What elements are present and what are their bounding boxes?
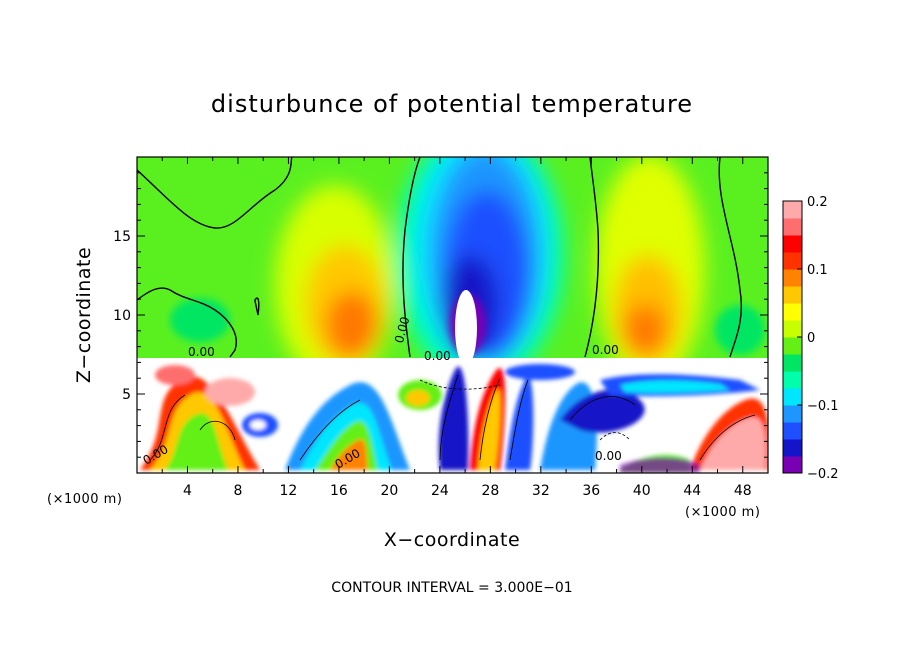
colorbar-tick-label: 0.2	[807, 195, 828, 210]
colorbar-swatch	[783, 303, 802, 321]
colorbar-swatch	[783, 218, 802, 236]
contour-label: 0.00	[188, 345, 215, 359]
x-tick-label: 20	[380, 483, 398, 499]
x-axis-ticks: 4 8 12 16 20 24 28 32 36 40 44 48	[161, 157, 752, 499]
x-tick-label: 4	[183, 483, 192, 499]
colorbar-swatch	[783, 388, 802, 406]
colorbar-swatch	[783, 354, 802, 372]
x-tick-label: 32	[532, 483, 550, 499]
x-tick-label: 24	[431, 483, 449, 499]
y-axis-label: Z−coordinate	[73, 247, 95, 383]
y-tick-label: 10	[113, 308, 131, 324]
colorbar-swatch	[783, 439, 802, 457]
x-tick-label: 8	[233, 483, 242, 499]
colorbar-swatch	[783, 320, 802, 338]
contour-label: 0.00	[392, 315, 412, 344]
colorbar-swatch	[783, 371, 802, 389]
x-unit-left: (×1000 m)	[47, 492, 122, 507]
x-axis-label: X−coordinate	[384, 529, 520, 551]
x-tick-label: 16	[330, 483, 348, 499]
colorbar-swatch	[783, 235, 802, 253]
x-tick-label: 48	[734, 483, 752, 499]
x-unit-right: (×1000 m)	[685, 505, 760, 520]
colorbar-swatch	[783, 337, 802, 355]
colorbar-tick-label: 0.1	[807, 263, 828, 278]
colorbar-swatch	[783, 422, 802, 440]
colorbar-tick-label: −0.1	[807, 399, 839, 414]
colorbar-swatch	[783, 269, 802, 287]
colorbar-ticks: 0.2 0.1 0 −0.1 −0.2	[797, 195, 839, 482]
contour-interval-note: CONTOUR INTERVAL = 3.000E−01	[331, 580, 572, 596]
colorbar-swatch	[783, 405, 802, 423]
contour-label: 0.00	[424, 349, 451, 363]
heatmap-field	[137, 157, 768, 473]
colorbar-tick-label: −0.2	[807, 467, 839, 482]
x-tick-label: 28	[481, 483, 499, 499]
colorbar-swatch	[783, 201, 802, 219]
chart-title: disturbunce of potential temperature	[211, 90, 693, 118]
colorbar-tick-label: 0	[807, 331, 815, 346]
x-tick-label: 36	[582, 483, 600, 499]
contour-label: 0.00	[592, 343, 619, 357]
colorbar-swatch	[783, 252, 802, 270]
colorbar-swatch	[783, 456, 802, 474]
x-tick-label: 44	[683, 483, 701, 499]
x-tick-label: 40	[633, 483, 651, 499]
y-tick-label: 15	[113, 229, 131, 245]
colorbar-swatch	[783, 286, 802, 304]
x-tick-label: 12	[280, 483, 298, 499]
y-axis-ticks: 5 10 15	[113, 172, 768, 458]
contour-label: 0.00	[595, 449, 622, 463]
y-tick-label: 5	[122, 387, 131, 403]
